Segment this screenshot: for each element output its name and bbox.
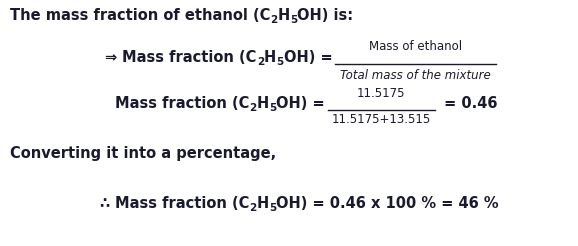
Text: Converting it into a percentage,: Converting it into a percentage, <box>10 146 276 161</box>
Text: OH) = 0.46 x 100 % = 46 %: OH) = 0.46 x 100 % = 46 % <box>276 196 499 211</box>
Text: 5: 5 <box>276 57 283 67</box>
Text: = 0.46: = 0.46 <box>439 96 498 111</box>
Text: The mass fraction of ethanol (C: The mass fraction of ethanol (C <box>10 8 271 23</box>
Text: H: H <box>257 96 269 111</box>
Text: 2: 2 <box>257 57 264 67</box>
Text: ⇒: ⇒ <box>105 50 123 65</box>
Text: Mass fraction (C: Mass fraction (C <box>115 96 249 111</box>
Text: Total mass of the mixture: Total mass of the mixture <box>340 69 491 82</box>
Text: Mass of ethanol: Mass of ethanol <box>369 40 462 53</box>
Text: 11.5175: 11.5175 <box>357 87 406 100</box>
Text: 2: 2 <box>271 15 277 25</box>
Text: H: H <box>277 8 290 23</box>
Text: 2: 2 <box>250 203 257 213</box>
Text: Mass fraction (C: Mass fraction (C <box>123 50 257 65</box>
Text: H: H <box>257 196 269 211</box>
Text: OH) =: OH) = <box>283 50 332 65</box>
Text: OH) =: OH) = <box>276 96 325 111</box>
Text: 5: 5 <box>269 103 276 113</box>
Text: 11.5175+13.515: 11.5175+13.515 <box>332 113 431 126</box>
Text: 5: 5 <box>269 203 276 213</box>
Text: Mass fraction (C: Mass fraction (C <box>115 196 250 211</box>
Text: OH) is:: OH) is: <box>297 8 353 23</box>
Text: 2: 2 <box>249 103 257 113</box>
Text: 5: 5 <box>290 15 297 25</box>
Text: ∴: ∴ <box>100 196 115 211</box>
Text: H: H <box>264 50 276 65</box>
